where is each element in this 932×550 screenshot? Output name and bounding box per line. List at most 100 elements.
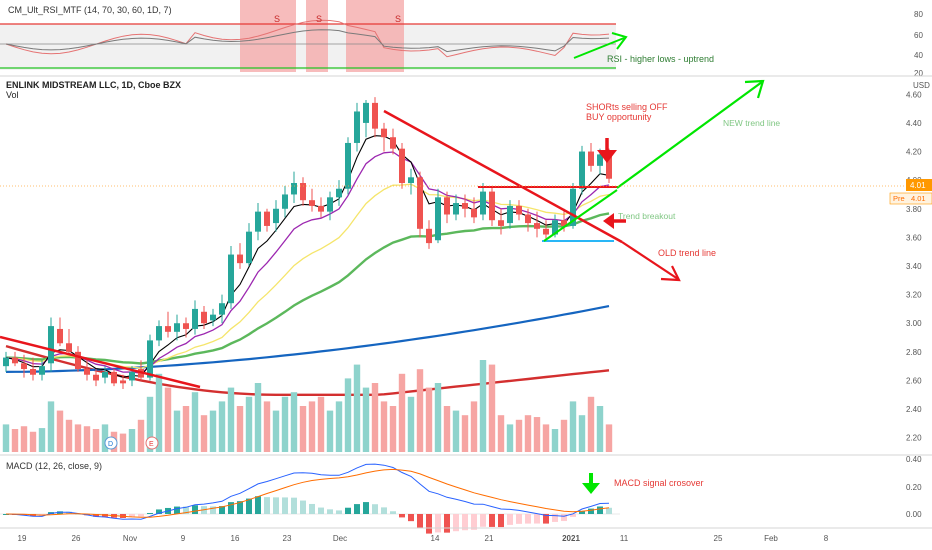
volume-bar <box>569 401 577 452</box>
candle-body <box>66 343 72 352</box>
macd-histogram-bar <box>228 502 234 514</box>
volume-bar <box>587 396 595 452</box>
macd-histogram-bar <box>534 514 540 524</box>
candle-body <box>210 314 216 321</box>
macd-annotation: MACD signal crosover <box>614 478 704 488</box>
volume-bar <box>290 392 298 452</box>
time-tick: 9 <box>181 534 186 543</box>
volume-bar <box>263 401 271 452</box>
price-tick: 2.80 <box>906 348 922 357</box>
volume-bar <box>227 387 235 452</box>
old-trend-arrow <box>621 241 679 280</box>
rsi-signal-s1: S <box>274 14 280 24</box>
volume-bar <box>488 364 496 452</box>
rsi-tick-40: 40 <box>914 51 923 60</box>
candle-body <box>48 326 54 364</box>
earnings-marker[interactable] <box>145 436 159 450</box>
macd-histogram-bar <box>210 506 216 514</box>
volume-bar <box>272 410 280 452</box>
macd-cross-arrowhead <box>582 483 600 494</box>
volume-bar <box>218 401 226 452</box>
macd-histogram-bar <box>507 514 513 525</box>
macd-histogram-bar <box>345 507 351 514</box>
old-trend-arrowhead <box>660 265 681 282</box>
candle-body <box>246 231 252 264</box>
trend-breakout-annotation: Trend breakout <box>618 211 676 221</box>
candle-body <box>309 200 315 206</box>
time-tick: Nov <box>123 534 137 543</box>
candle-body <box>354 111 360 143</box>
macd-histogram-bar <box>183 506 189 514</box>
macd-histogram-bar <box>588 508 594 514</box>
macd-histogram-bar <box>561 514 567 522</box>
volume-bar <box>425 387 433 452</box>
time-tick: 2021 <box>562 534 580 543</box>
macd-histogram-bar <box>192 505 198 514</box>
candle-body <box>282 194 288 209</box>
candle-body <box>390 137 396 149</box>
volume-bar <box>317 396 325 452</box>
volume-bars <box>2 360 613 452</box>
macd-histogram-bar <box>147 512 153 514</box>
candle-body <box>183 323 189 329</box>
candle-body <box>291 183 297 195</box>
price-tick: 3.60 <box>906 233 922 242</box>
rsi-uptrend-arrowhead <box>611 32 628 50</box>
candle-body <box>264 211 270 226</box>
symbol-title: ENLINK MIDSTREAM LLC, 1D, Cboe BZX <box>6 80 181 90</box>
macd-histogram-bar <box>93 514 99 517</box>
volume-bar <box>164 387 172 452</box>
volume-bar <box>497 415 505 452</box>
volume-bar <box>389 406 397 452</box>
volume-bar <box>20 426 28 452</box>
macd-histogram-bar <box>516 514 522 524</box>
macd-histogram-bar <box>246 498 252 514</box>
macd-histogram-bar <box>273 497 279 514</box>
volume-bar <box>605 424 613 452</box>
candle-body <box>57 328 63 344</box>
candle-body <box>561 220 567 226</box>
time-tick: 19 <box>18 534 27 543</box>
macd-tick-040: 0.40 <box>906 455 922 464</box>
volume-bar <box>191 392 199 452</box>
candle-body <box>498 220 504 226</box>
macd-histogram-bar <box>372 504 378 514</box>
main-panel: ENLINK MIDSTREAM LLC, 1D, Cboe BZX Vol U… <box>0 79 932 452</box>
rsi-signal-s3: S <box>395 14 401 24</box>
time-tick: 8 <box>824 534 829 543</box>
volume-bar <box>29 431 37 452</box>
volume-bar <box>281 396 289 452</box>
candle-body <box>201 311 207 324</box>
macd-histogram-bar <box>381 507 387 514</box>
volume-bar <box>101 424 109 452</box>
ma-green-line <box>5 212 610 365</box>
macd-histogram-bar <box>354 504 360 514</box>
macd-histogram-bar <box>174 506 180 514</box>
rsi-highlight-2 <box>306 0 328 72</box>
macd-histogram-bar <box>237 501 243 514</box>
volume-bar <box>596 406 604 452</box>
volume-bar <box>137 419 145 452</box>
rsi-signal-line <box>5 29 610 53</box>
volume-bar <box>200 415 208 452</box>
macd-histogram-bar <box>327 509 333 514</box>
sell-off-arrowhead <box>597 150 617 163</box>
volume-bar <box>353 364 361 452</box>
volume-bar <box>299 406 307 452</box>
macd-histogram-bar <box>579 510 585 514</box>
dividend-marker[interactable] <box>104 436 118 450</box>
time-tick: Feb <box>764 534 778 543</box>
old-trend-line <box>383 109 623 244</box>
rsi-highlight-1 <box>240 0 296 72</box>
macd-histogram-bar <box>255 496 261 514</box>
macd-histogram-bar <box>309 503 315 514</box>
macd-histogram-bar <box>471 514 477 530</box>
candle-body <box>174 323 180 332</box>
price-tick: 2.20 <box>906 434 922 443</box>
candle-body <box>93 374 99 381</box>
pre-market-value: 4.01 <box>911 194 926 203</box>
volume-bar <box>515 419 523 452</box>
macd-histogram-bar <box>138 514 144 517</box>
candle-body <box>192 308 198 329</box>
